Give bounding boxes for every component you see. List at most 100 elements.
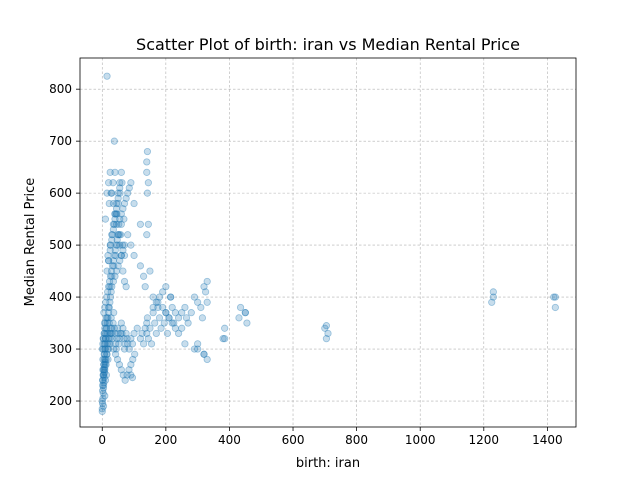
scatter-point — [110, 345, 118, 353]
scatter-point — [104, 251, 112, 260]
scatter-point — [147, 340, 156, 348]
scatter-point — [98, 345, 106, 353]
scatter-point — [119, 246, 127, 254]
scatter-point — [103, 314, 111, 322]
scatter-point — [100, 366, 108, 374]
y-tick-label: 300 — [49, 342, 72, 356]
scatter-point — [143, 158, 151, 166]
scatter-point — [116, 335, 124, 343]
scatter-point — [114, 329, 122, 338]
scatter-point — [162, 309, 170, 317]
scatter-point — [107, 314, 115, 322]
scatter-point — [114, 231, 122, 239]
scatter-point — [98, 400, 107, 408]
scatter-point — [104, 329, 112, 338]
scatter-point — [106, 168, 114, 176]
scatter-point — [116, 189, 124, 197]
scatter-point — [109, 319, 117, 327]
scatter-point — [144, 220, 152, 228]
scatter-point — [488, 298, 496, 306]
scatter-point — [112, 350, 120, 358]
scatter-point — [116, 257, 124, 265]
scatter-point — [103, 350, 111, 358]
scatter-point — [201, 288, 210, 296]
scatter-point — [101, 392, 109, 400]
scatter-point — [114, 262, 122, 270]
scatter-point — [100, 309, 108, 317]
scatter-point — [151, 319, 159, 327]
scatter-point — [146, 324, 154, 332]
scatter-point — [112, 205, 121, 213]
scatter-point — [138, 329, 146, 338]
scatter-point — [143, 329, 151, 338]
scatter-point — [162, 283, 170, 291]
scatter-point — [106, 340, 114, 348]
scatter-point — [108, 335, 117, 343]
scatter-point — [155, 293, 164, 301]
scatter-point — [105, 277, 114, 286]
scatter-point — [108, 231, 116, 239]
scatter-point — [157, 324, 165, 332]
scatter-point — [221, 335, 229, 343]
scatter-point — [203, 355, 211, 364]
scatter-point — [203, 298, 211, 306]
scatter-point — [102, 361, 110, 369]
scatter-point — [108, 262, 117, 270]
scatter-point — [102, 335, 110, 343]
scatter-point — [103, 293, 111, 301]
scatter-point — [143, 231, 151, 239]
scatter-point — [120, 251, 129, 260]
scatter-point — [122, 329, 130, 338]
scatter-point — [105, 309, 113, 317]
scatter-point — [178, 309, 186, 317]
scatter-point — [203, 277, 211, 286]
scatter-point — [105, 199, 113, 208]
scatter-point — [98, 376, 107, 384]
scatter-point — [113, 241, 122, 249]
scatter-point — [106, 283, 114, 291]
x-tick-label: 1400 — [532, 433, 563, 447]
scatter-point — [136, 335, 145, 343]
scatter-point — [127, 241, 135, 249]
scatter-point — [102, 355, 110, 364]
y-axis-label: Median Rental Price — [23, 178, 38, 307]
scatter-point — [99, 340, 107, 348]
scatter-point — [116, 215, 124, 223]
scatter-point — [174, 329, 183, 338]
scatter-point — [141, 324, 149, 332]
scatter-point — [120, 335, 128, 343]
scatter-point — [162, 309, 170, 317]
scatter-point — [110, 309, 118, 317]
x-axis-ticks: 0 200 400 600 800 1000 1200 1400 — [98, 427, 563, 447]
scatter-point — [103, 324, 111, 332]
scatter-point — [103, 340, 111, 348]
scatter-point — [128, 340, 137, 348]
scatter-point — [100, 355, 108, 364]
scatter-point — [143, 319, 151, 327]
scatter-point — [119, 324, 127, 332]
scatter-point — [241, 309, 249, 317]
scatter-point — [143, 314, 152, 322]
scatter-point — [119, 241, 127, 249]
scatter-point — [171, 324, 179, 332]
scatter-point — [106, 241, 114, 249]
scatter-point — [167, 293, 175, 301]
scatter-point — [168, 319, 176, 327]
scatter-point — [120, 199, 129, 208]
scatter-point — [124, 340, 132, 348]
scatter-point — [115, 220, 123, 228]
scatter-point — [143, 189, 152, 197]
scatter-point — [101, 366, 109, 374]
y-axis-ticks: 200 300 400 500 600 700 800 — [49, 82, 80, 408]
scatter-point — [100, 350, 108, 358]
scatter-point — [100, 371, 108, 379]
scatter-point — [198, 314, 207, 322]
scatter-point — [117, 319, 125, 327]
scatter-point — [100, 329, 108, 338]
scatter-point — [99, 371, 107, 379]
scatter-point — [194, 298, 202, 306]
scatter-point — [105, 257, 113, 265]
scatter-point — [105, 335, 113, 343]
scatter-point — [112, 251, 120, 260]
